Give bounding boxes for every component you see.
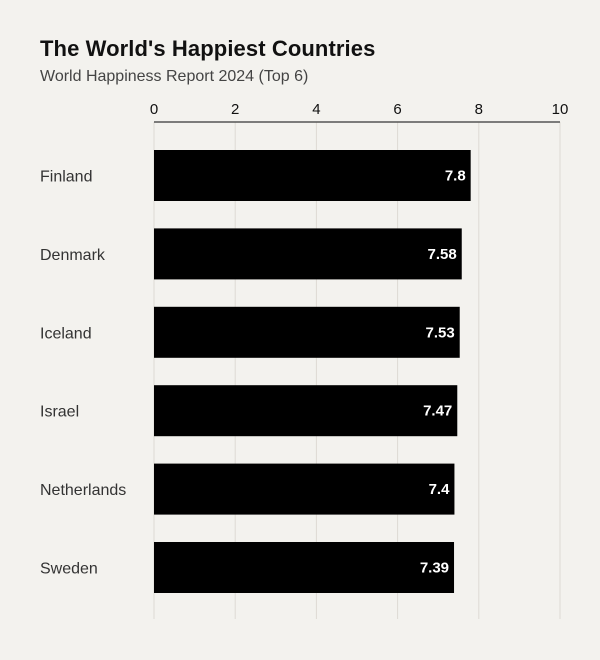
x-tick-label: 6 [393, 101, 401, 118]
category-label: Denmark [40, 247, 106, 264]
x-axis: 0 2 4 6 8 10 [150, 101, 569, 123]
value-label: 7.8 [445, 168, 466, 185]
gridlines [153, 122, 561, 619]
bar-sweden [154, 542, 455, 593]
category-label: Netherlands [40, 482, 126, 499]
value-label: 7.53 [426, 324, 455, 341]
category-label: Iceland [40, 325, 92, 342]
chart-title: The World's Happiest Countries [40, 36, 376, 61]
bars: 7.8 7.58 7.53 7.47 7.4 7.39 [154, 150, 471, 593]
bar-finland [154, 150, 471, 201]
category-label: Israel [40, 404, 79, 421]
bar-netherlands [154, 463, 455, 515]
bar-denmark [154, 228, 462, 280]
bar-israel [154, 385, 458, 437]
category-label: Sweden [40, 561, 98, 578]
chart-subtitle: World Happiness Report 2024 (Top 6) [40, 68, 309, 85]
x-tick-label: 0 [150, 101, 158, 118]
value-label: 7.4 [429, 481, 451, 498]
x-tick-label: 10 [552, 101, 569, 118]
category-label: Finland [40, 169, 92, 186]
x-tick-label: 2 [231, 101, 239, 118]
x-tick-label: 4 [312, 101, 320, 118]
category-labels: Finland Denmark Iceland Israel Netherlands Sw… [40, 169, 126, 578]
value-label: 7.39 [420, 560, 449, 577]
x-tick-label: 8 [475, 101, 483, 118]
bar-iceland [154, 306, 460, 358]
value-label: 7.58 [428, 246, 457, 263]
value-label: 7.47 [423, 403, 452, 420]
